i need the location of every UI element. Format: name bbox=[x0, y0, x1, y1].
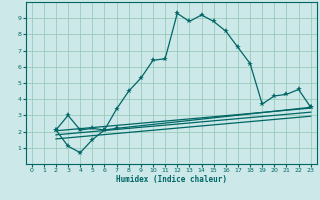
X-axis label: Humidex (Indice chaleur): Humidex (Indice chaleur) bbox=[116, 175, 227, 184]
